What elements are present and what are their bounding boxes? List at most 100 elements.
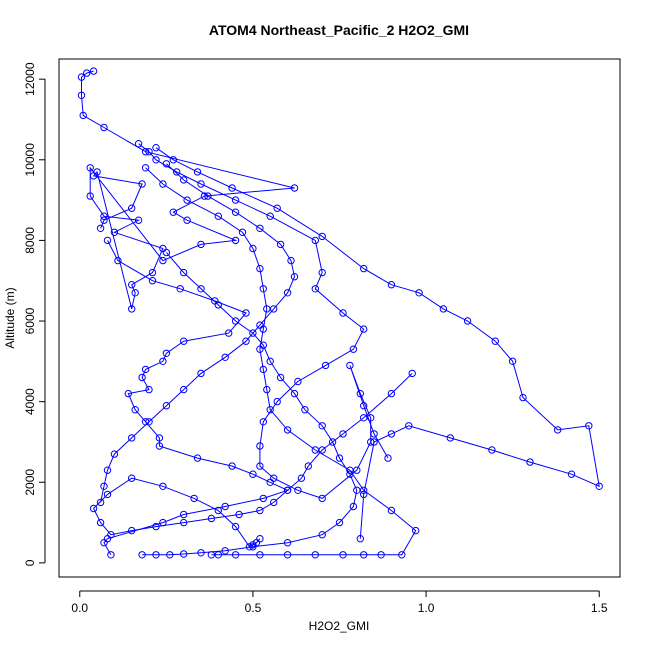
y-tick-label: 8000	[23, 227, 37, 254]
data-point	[214, 212, 223, 220]
y-axis: 0 2000 4000 6000 8000 10000 12000	[23, 62, 46, 566]
data-point	[134, 216, 143, 224]
data-point	[100, 216, 108, 224]
data-point	[193, 454, 202, 462]
data-point	[79, 111, 87, 120]
data-point	[463, 317, 472, 325]
data-point	[145, 148, 153, 156]
data-point	[138, 551, 146, 559]
data-point	[360, 402, 368, 410]
data-point	[173, 168, 181, 176]
data-point	[256, 551, 264, 559]
data-point	[238, 228, 247, 237]
data-point	[138, 373, 146, 382]
data-point	[110, 450, 119, 458]
series-1	[77, 67, 299, 313]
data-point	[259, 418, 267, 426]
data-point	[256, 506, 264, 515]
data-point	[287, 256, 295, 265]
data-point	[335, 454, 344, 462]
data-point	[370, 430, 378, 438]
series-line	[81, 70, 295, 310]
data-point	[169, 156, 178, 164]
data-point	[290, 273, 299, 281]
data-point	[294, 377, 302, 386]
data-point	[398, 551, 406, 559]
data-point	[387, 506, 396, 515]
data-point	[124, 389, 133, 398]
data-point	[131, 289, 139, 297]
data-point	[311, 551, 319, 559]
y-tick-label: 4000	[23, 388, 37, 415]
data-point	[197, 180, 205, 188]
data-point	[360, 490, 368, 499]
data-point	[335, 518, 344, 527]
data-point	[145, 385, 153, 394]
data-point	[488, 446, 496, 454]
series-7	[89, 369, 416, 551]
data-point	[273, 204, 281, 212]
data-point	[259, 494, 267, 503]
data-point	[231, 236, 240, 245]
data-point	[276, 373, 285, 382]
data-point	[290, 184, 299, 192]
data-point	[145, 418, 153, 426]
data-point	[339, 309, 347, 317]
data-point	[134, 140, 143, 148]
data-point	[86, 164, 94, 172]
data-point	[349, 502, 358, 511]
data-point	[387, 389, 396, 398]
data-point	[256, 224, 264, 233]
data-point	[114, 256, 122, 265]
data-point	[294, 486, 302, 494]
data-point	[162, 160, 171, 168]
data-point	[148, 268, 157, 277]
data-point	[197, 369, 205, 378]
data-point	[152, 144, 160, 152]
data-point	[83, 69, 91, 77]
data-point	[356, 535, 364, 543]
data-point	[214, 301, 223, 309]
data-point	[86, 192, 94, 200]
chart-title: ATOM4 Northeast_Pacific_2 H2O2_GMI	[209, 22, 469, 38]
series-2	[100, 236, 292, 559]
data-point	[148, 277, 157, 285]
data-point	[96, 224, 105, 233]
data-point	[349, 345, 358, 353]
data-point	[235, 510, 243, 519]
data-point	[131, 406, 139, 414]
data-point	[159, 482, 167, 490]
data-point	[318, 446, 326, 454]
data-point	[228, 184, 236, 192]
data-point	[231, 208, 240, 216]
data-point	[290, 389, 299, 398]
data-point	[159, 357, 167, 365]
data-point	[256, 442, 264, 450]
data-point	[110, 228, 119, 237]
data-point	[318, 268, 326, 277]
data-point	[256, 264, 264, 273]
data-point	[266, 357, 274, 365]
data-point	[585, 422, 593, 430]
data-point	[276, 240, 285, 249]
series-8	[138, 248, 361, 559]
data-point	[155, 434, 164, 442]
data-point	[387, 430, 396, 438]
series-line	[100, 163, 296, 503]
data-point	[231, 196, 240, 204]
data-point	[162, 349, 171, 357]
y-tick-label: 10000	[23, 143, 37, 177]
data-point	[249, 244, 257, 253]
data-point	[183, 196, 191, 204]
data-point	[221, 502, 229, 511]
data-point	[242, 309, 250, 317]
data-point	[96, 498, 105, 507]
y-tick-label: 2000	[23, 469, 37, 496]
data-point	[446, 434, 454, 442]
data-point	[169, 208, 178, 216]
data-point	[360, 486, 368, 494]
data-point	[259, 365, 267, 374]
data-point	[180, 337, 188, 345]
data-point	[180, 385, 188, 394]
